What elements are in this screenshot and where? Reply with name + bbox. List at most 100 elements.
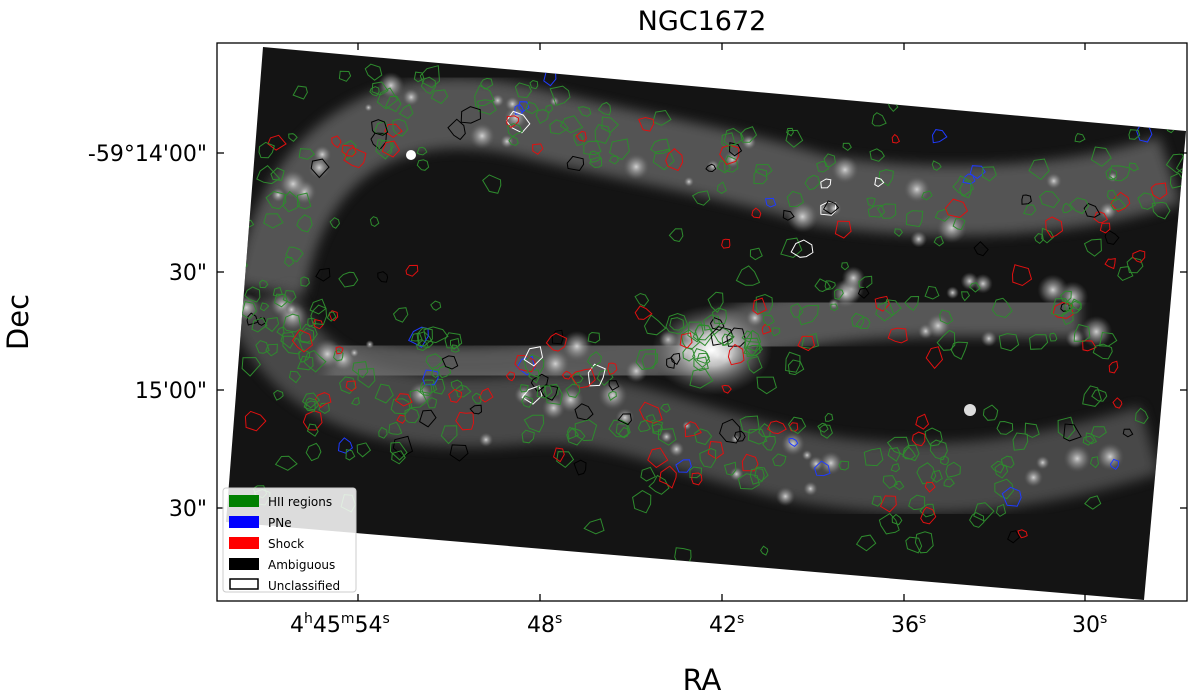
region-contour	[1049, 332, 1058, 342]
region-contour	[352, 361, 369, 379]
region-contour	[292, 85, 308, 100]
region-contour	[477, 99, 497, 115]
region-contour	[741, 330, 753, 343]
region-contour	[523, 346, 544, 367]
bright-knot	[1035, 455, 1050, 470]
region-contour	[929, 439, 948, 461]
region-contour	[687, 321, 705, 343]
region-contour	[341, 144, 357, 157]
bright-knot	[1187, 185, 1200, 213]
region-contour	[444, 332, 463, 349]
bright-knot	[478, 432, 494, 447]
region-contour	[539, 384, 559, 401]
region-contour	[303, 350, 327, 373]
region-contour	[665, 312, 689, 335]
region-contour	[905, 536, 923, 554]
region-contour	[905, 210, 924, 228]
region-contour	[263, 213, 284, 229]
region-contour	[1089, 456, 1100, 469]
region-contour	[440, 425, 458, 445]
x-tick-label: 36s	[891, 611, 926, 638]
region-contour	[256, 165, 281, 185]
bar-east	[324, 325, 704, 396]
region-contour	[543, 383, 563, 406]
region-contour	[371, 81, 389, 96]
region-contour	[761, 323, 772, 335]
region-contour	[310, 304, 328, 326]
region-contour	[241, 301, 257, 320]
region-contour	[1169, 172, 1186, 189]
region-contour	[635, 348, 657, 371]
region-contour	[282, 335, 304, 355]
region-contour	[381, 140, 401, 158]
region-contour	[331, 135, 342, 149]
region-contour	[608, 380, 620, 391]
region-contour	[288, 133, 298, 142]
region-contour	[378, 426, 388, 439]
region-contour	[1034, 233, 1044, 245]
region-contour	[478, 387, 494, 403]
region-contour	[652, 148, 675, 171]
region-contour	[824, 280, 836, 291]
region-contour	[658, 428, 677, 446]
region-contour	[351, 396, 360, 406]
bright-knot	[1065, 328, 1086, 349]
region-contour	[566, 155, 585, 172]
region-contour	[573, 133, 585, 146]
bright-knot	[946, 286, 959, 300]
region-contour	[634, 292, 650, 307]
y-axis-label: Dec	[1, 294, 35, 350]
bright-knot	[775, 486, 796, 507]
region-contour	[1112, 397, 1123, 409]
region-contour	[820, 178, 832, 189]
region-contour	[1082, 99, 1097, 115]
region-contour	[296, 355, 314, 371]
region-contour	[647, 447, 669, 469]
region-contour	[749, 467, 765, 485]
region-contour	[1099, 222, 1111, 234]
region-contour	[675, 459, 692, 473]
region-contour	[924, 427, 943, 447]
region-contour	[455, 411, 475, 431]
region-contour	[608, 390, 617, 401]
region-contour	[756, 376, 777, 395]
region-contour	[1023, 204, 1037, 216]
region-contour	[369, 216, 380, 227]
bright-knot	[826, 201, 842, 217]
region-contour	[280, 331, 296, 349]
region-contour	[1067, 300, 1082, 314]
bright-knot	[781, 431, 805, 456]
region-contour	[887, 327, 908, 344]
region-contour	[285, 246, 304, 263]
region-contour	[460, 106, 482, 124]
region-contour	[871, 112, 887, 127]
region-contour	[1169, 464, 1181, 476]
y-tick-label: 30"	[169, 261, 207, 286]
region-contour	[573, 459, 587, 476]
region-contour	[474, 84, 495, 107]
region-contour	[1090, 426, 1107, 439]
region-contour	[721, 384, 732, 394]
region-contour	[990, 71, 1004, 86]
region-contour	[390, 398, 411, 415]
region-contour	[716, 160, 732, 174]
region-contour	[771, 327, 781, 337]
region-contour	[689, 367, 714, 389]
region-contour	[716, 181, 727, 194]
region-contour	[891, 513, 903, 526]
region-contour	[409, 389, 428, 409]
region-contour	[1098, 331, 1118, 347]
region-contour	[874, 177, 885, 188]
region-contour	[337, 437, 354, 454]
region-contour	[1134, 407, 1149, 425]
bright-knot	[660, 430, 673, 443]
region-contour	[1128, 162, 1140, 172]
region-contour	[869, 148, 885, 162]
bright-knot	[500, 134, 514, 149]
region-contour	[751, 207, 762, 219]
region-contour	[819, 424, 833, 439]
region-contour	[264, 317, 280, 333]
region-contour	[855, 534, 877, 552]
region-contour	[565, 383, 581, 398]
region-contour	[753, 168, 768, 185]
